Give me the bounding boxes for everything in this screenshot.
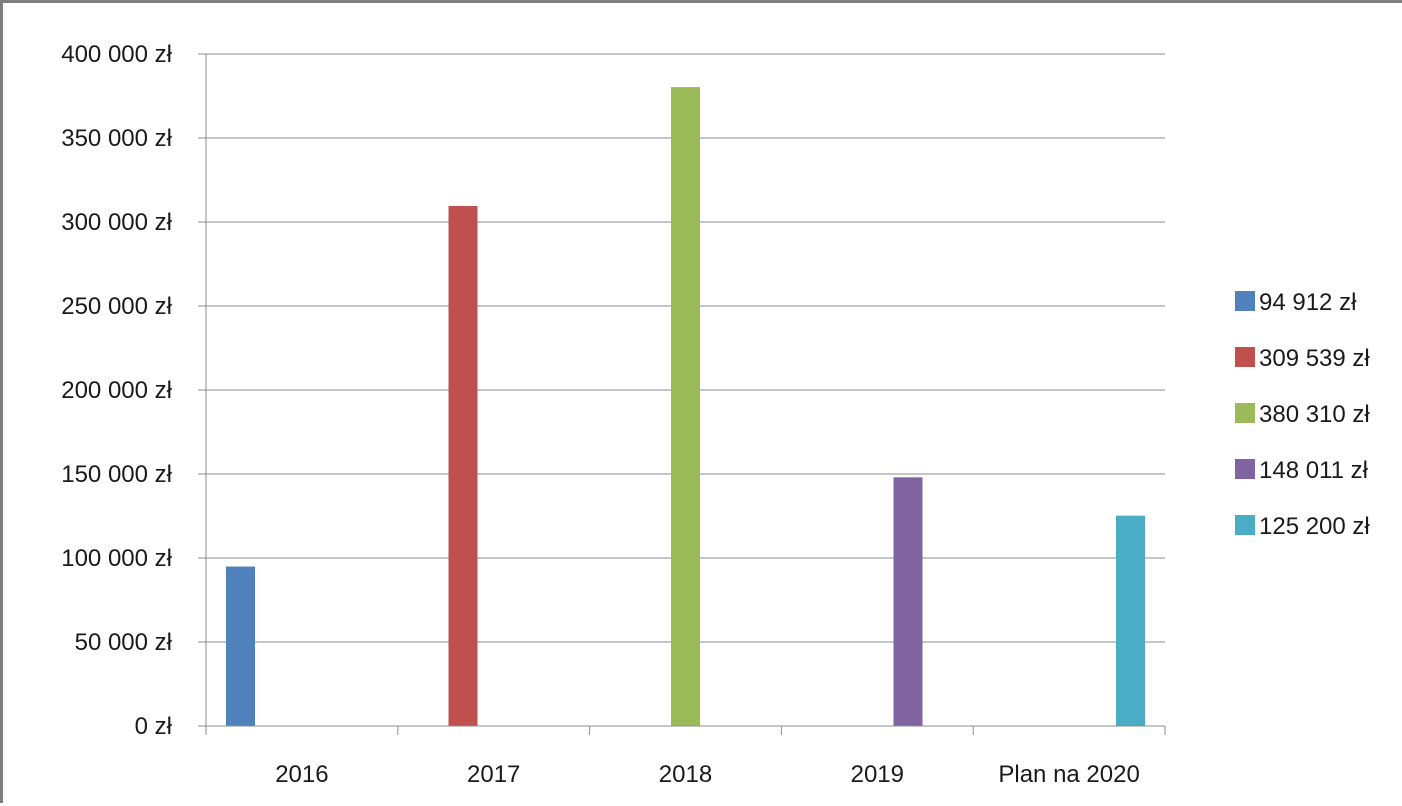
y-tick-label: 50 000 zł [75,629,173,656]
y-tick-label: 300 000 zł [61,209,172,236]
legend-label: 380 310 zł [1259,401,1370,428]
y-tick-label: 100 000 zł [61,545,172,572]
bar [671,87,700,726]
x-category-label: Plan na 2020 [998,761,1139,788]
x-axis-category-labels: 2016 2017 2018 2019 Plan na 2020 [275,761,1140,788]
x-category-label: 2018 [659,761,712,788]
bar [226,566,255,726]
legend-label: 125 200 zł [1259,513,1370,540]
y-tick-label: 350 000 zł [61,125,172,152]
legend-label: 94 912 zł [1259,289,1357,316]
y-axis-tick-labels: 0 zł 50 000 zł 100 000 zł 150 000 zł 200 000… [61,41,172,740]
bar [893,477,923,726]
y-tick-label: 0 zł [135,713,173,740]
legend: 94 912 zł 309 539 zł 380 310 zł 148 011 zł 1… [1235,289,1370,540]
x-category-label: 2016 [275,761,328,788]
legend-label: 148 011 zł [1259,457,1369,484]
y-tick-label: 200 000 zł [61,377,172,404]
legend-swatch [1235,515,1255,535]
legend-swatch [1235,291,1255,311]
legend-label: 309 539 zł [1259,345,1370,372]
y-tick-label: 150 000 zł [61,461,172,488]
y-tick-label: 250 000 zł [61,293,172,320]
x-category-label: 2017 [467,761,520,788]
bars [226,87,1145,726]
legend-swatch [1235,347,1255,367]
bar-chart: 0 zł 50 000 zł 100 000 zł 150 000 zł 200 000… [61,41,1370,788]
y-tick-label: 400 000 zł [61,41,172,68]
bar [1116,515,1145,726]
axes [198,53,1166,735]
legend-swatch [1235,403,1255,423]
bar [448,205,478,726]
x-category-label: 2019 [851,761,904,788]
legend-swatch [1235,459,1255,479]
